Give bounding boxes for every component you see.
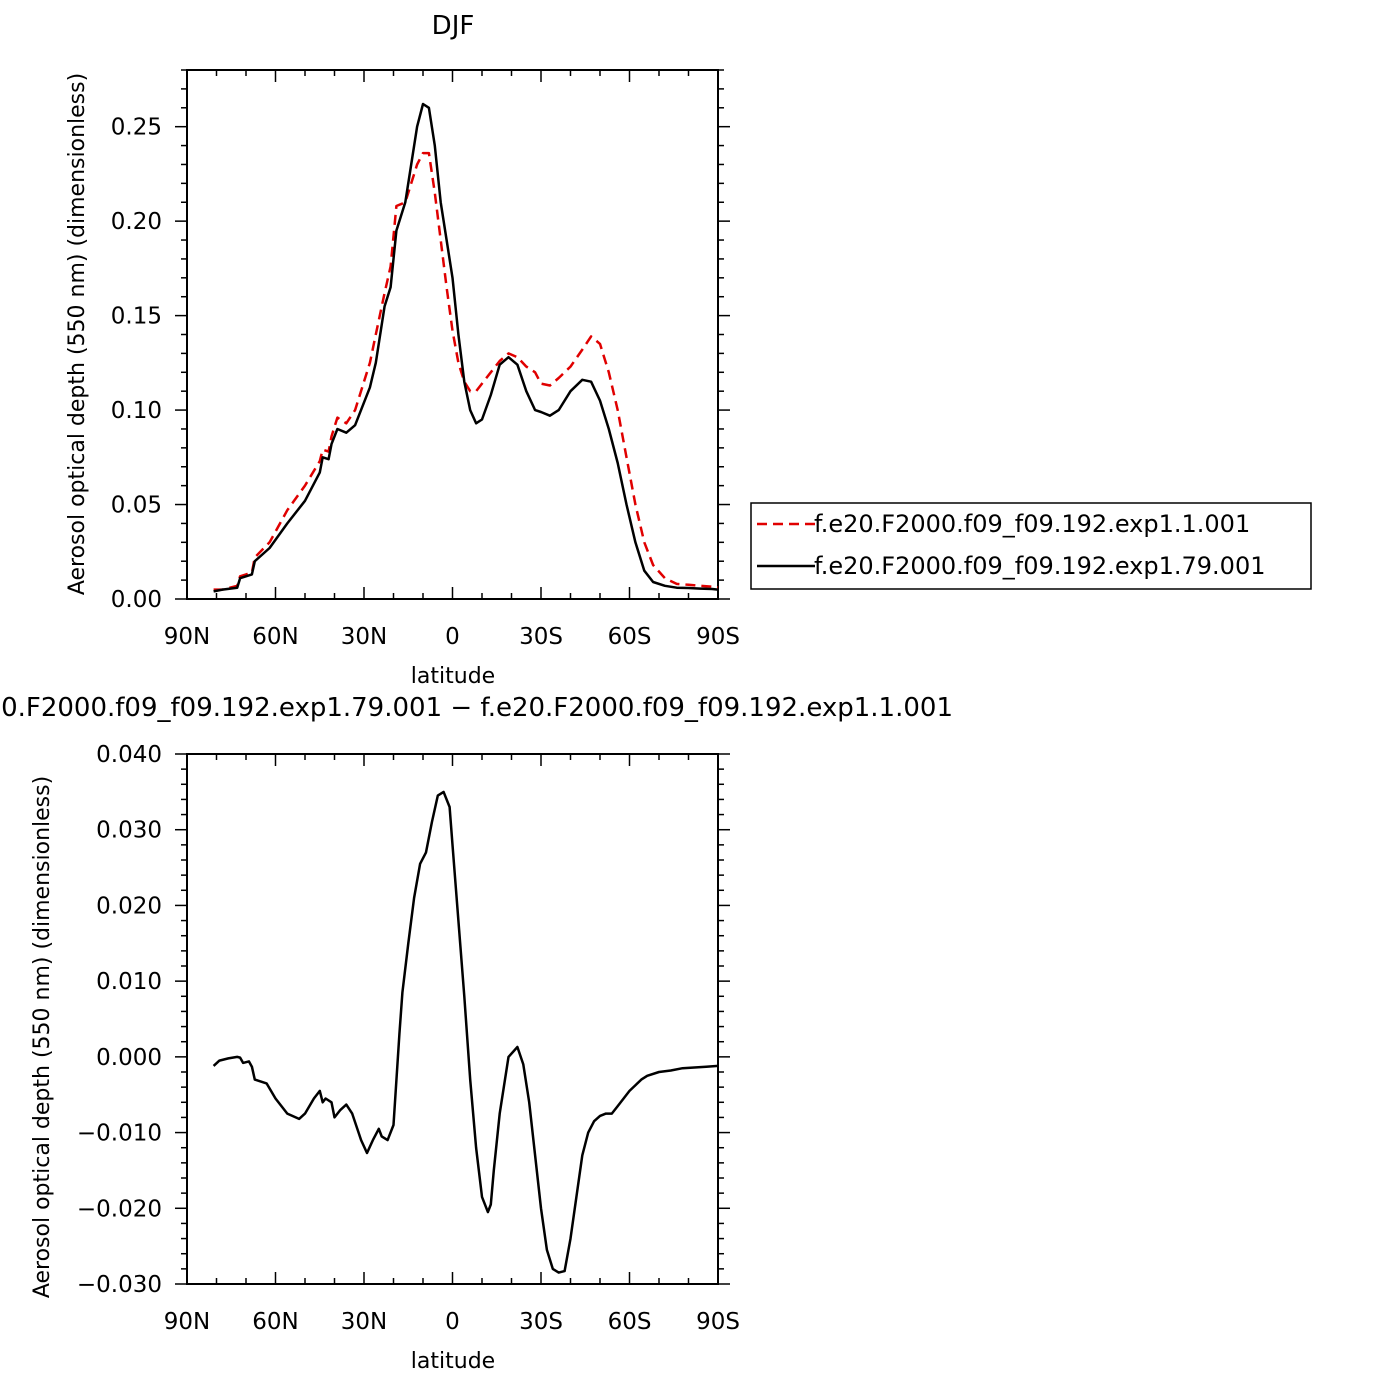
bottom-panel: f.e20.F2000.f09_f09.192.exp1.79.001 − f.… — [0, 693, 953, 1374]
bottom-y-tick-label: 0.000 — [96, 1045, 162, 1071]
top-x-tick-label: 30N — [341, 624, 387, 650]
top-x-tick-label: 90N — [164, 624, 210, 650]
bottom-y-axis-title: Aerosol optical depth (550 nm) (dimensio… — [30, 776, 55, 1298]
top-panel: DJF 90N 60N 30N 0 30S 60S 90S 0.00 0.05 0.10 0.15 0… — [65, 11, 740, 689]
top-x-tick-label: 60S — [608, 624, 652, 650]
top-y-axis-title: Aerosol optical depth (550 nm) (dimensio… — [65, 73, 90, 595]
bottom-y-tick-label: 0.010 — [96, 969, 162, 995]
legend: f.e20.F2000.f09_f09.192.exp1.1.001 f.e20… — [750, 502, 1312, 590]
bottom-x-tick-label: 0 — [445, 1309, 460, 1335]
top-y-tick-label: 0.25 — [111, 115, 162, 141]
bottom-x-tick-label: 90S — [696, 1309, 740, 1335]
bottom-y-tick-label: 0.040 — [96, 742, 162, 768]
bottom-chart-title: f.e20.F2000.f09_f09.192.exp1.79.001 − f.… — [0, 693, 953, 723]
legend-label-exp1: f.e20.F2000.f09_f09.192.exp1.1.001 — [814, 510, 1250, 538]
bottom-x-axis-title: latitude — [411, 1349, 495, 1374]
bottom-series-line-0 — [212, 790, 719, 1274]
top-y-tick-label: 0.20 — [111, 209, 162, 235]
top-x-axis-title: latitude — [411, 664, 495, 689]
top-series-line-0 — [213, 151, 719, 591]
bottom-y-tick-label: 0.020 — [96, 893, 162, 919]
bottom-y-tick-label: −0.010 — [77, 1121, 162, 1147]
top-plot-area: 90N 60N 30N 0 30S 60S 90S 0.00 0.05 0.10 0.15 0.20 0… — [111, 69, 740, 650]
bottom-x-tick-label: 90N — [164, 1309, 210, 1335]
bottom-x-tick-label: 30S — [519, 1309, 563, 1335]
bottom-x-tick-label: 60N — [252, 1309, 298, 1335]
top-y-tick-label: 0.10 — [111, 398, 162, 424]
top-chart-title: DJF — [432, 11, 475, 41]
top-x-tick-label: 90S — [696, 624, 740, 650]
bottom-y-tick-label: 0.030 — [96, 818, 162, 844]
top-x-tick-label: 60N — [252, 624, 298, 650]
top-series-line-1 — [213, 102, 719, 593]
top-y-tick-label: 0.00 — [111, 587, 162, 613]
top-y-tick-label: 0.05 — [111, 493, 162, 519]
top-y-tick-label: 0.15 — [111, 304, 162, 330]
legend-box — [750, 502, 1312, 590]
legend-label-exp79: f.e20.F2000.f09_f09.192.exp1.79.001 — [814, 552, 1265, 580]
bottom-y-tick-label: −0.020 — [77, 1196, 162, 1222]
top-x-tick-label: 0 — [445, 624, 460, 650]
top-x-tick-label: 30S — [519, 624, 563, 650]
bottom-plot-area: 90N 60N 30N 0 30S 60S 90S −0.030 −0.020 −0.010 0.0… — [77, 742, 740, 1335]
bottom-x-tick-label: 60S — [608, 1309, 652, 1335]
bottom-y-tick-label: −0.030 — [77, 1272, 162, 1298]
bottom-x-tick-label: 30N — [341, 1309, 387, 1335]
